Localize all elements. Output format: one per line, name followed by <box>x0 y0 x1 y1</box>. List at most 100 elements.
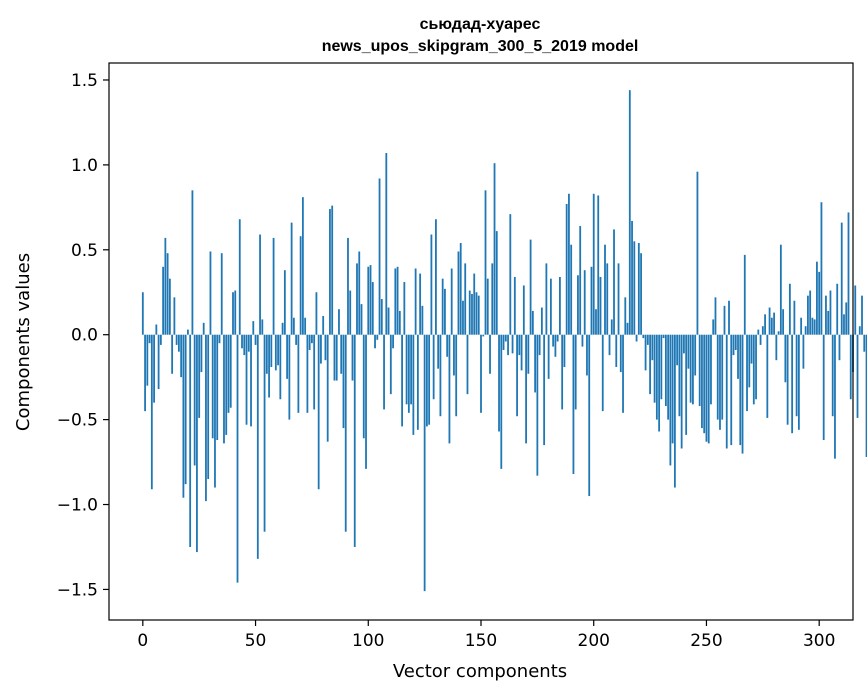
bar-12 <box>168 278 171 335</box>
bar-295 <box>807 295 809 335</box>
bar-135 <box>446 334 449 357</box>
plot-area-frame <box>108 62 854 621</box>
bar-208 <box>610 319 613 335</box>
bar-77 <box>315 292 318 335</box>
bar-160 <box>502 334 505 350</box>
bar-69 <box>297 334 300 413</box>
bar-98 <box>362 334 365 439</box>
bar-188 <box>565 203 568 335</box>
bar-261 <box>730 334 733 446</box>
bar-176 <box>538 334 541 356</box>
bar-167 <box>518 334 521 356</box>
bar-53 <box>261 319 264 335</box>
bar-187 <box>563 334 566 367</box>
bar-60 <box>277 334 279 366</box>
bar-267 <box>743 254 746 335</box>
bar-149 <box>477 295 480 335</box>
bar-254 <box>714 297 717 335</box>
bar-21 <box>189 334 192 547</box>
bar-96 <box>358 251 361 335</box>
bar-19 <box>184 334 187 485</box>
bar-262 <box>732 334 735 356</box>
bar-129 <box>432 334 435 400</box>
bar-64 <box>286 334 289 379</box>
bar-63 <box>283 270 286 335</box>
bar-109 <box>387 307 390 335</box>
bar-180 <box>547 334 550 379</box>
bar-215 <box>626 322 629 335</box>
bar-118 <box>407 334 410 413</box>
bar-16 <box>177 334 180 352</box>
bar-43 <box>238 219 241 335</box>
bar-82 <box>326 334 329 442</box>
bar-137 <box>450 268 453 335</box>
bar-79 <box>320 334 322 364</box>
bar-242 <box>687 334 690 369</box>
bar-309 <box>838 334 841 361</box>
bar-138 <box>453 334 455 376</box>
bar-108 <box>385 153 388 335</box>
bar-318 <box>858 326 861 335</box>
bar-97 <box>360 304 363 335</box>
bar-25 <box>198 334 201 418</box>
x-tick-label-5: 250 <box>690 631 722 651</box>
bar-88 <box>340 334 343 374</box>
bar-29 <box>207 334 210 480</box>
bar-34 <box>218 334 221 344</box>
bar-81 <box>324 334 327 361</box>
bar-151 <box>482 334 485 337</box>
bar-157 <box>495 231 498 335</box>
bar-169 <box>522 285 525 335</box>
bar-320 <box>863 334 866 352</box>
bar-205 <box>604 244 606 335</box>
bar-244 <box>692 334 694 405</box>
bar-214 <box>624 297 627 335</box>
bar-257 <box>721 334 724 420</box>
x-tick-label-6: 300 <box>803 631 835 651</box>
bar-152 <box>484 190 487 335</box>
bar-317 <box>856 334 859 418</box>
bar-132 <box>439 334 442 417</box>
bar-199 <box>590 266 593 335</box>
bar-0 <box>141 292 144 335</box>
bar-37 <box>225 334 228 435</box>
x-axis-ticks: 0 50 100 150 200 250 300 <box>137 620 835 651</box>
bar-311 <box>843 314 845 335</box>
y-tick-label-5: 1.0 <box>71 156 98 176</box>
bar-24 <box>196 334 198 553</box>
bar-78 <box>317 334 320 490</box>
bar-20 <box>187 329 189 335</box>
bar-134 <box>444 288 446 335</box>
x-tick-label-4: 200 <box>578 631 610 651</box>
y-tick-label-0: −1.5 <box>57 580 98 600</box>
bar-103 <box>374 334 376 349</box>
bar-227 <box>653 334 656 403</box>
bar-130 <box>435 219 437 335</box>
bar-185 <box>559 276 561 335</box>
bar-89 <box>342 334 345 429</box>
bar-230 <box>660 334 663 400</box>
bar-245 <box>694 334 697 376</box>
bar-236 <box>673 334 676 488</box>
bar-87 <box>338 309 340 335</box>
bar-255 <box>716 334 719 420</box>
bar-153 <box>486 278 489 335</box>
bar-175 <box>536 334 539 476</box>
bar-232 <box>664 334 667 407</box>
bar-26 <box>200 334 203 373</box>
bar-126 <box>425 334 428 427</box>
bar-120 <box>412 334 415 435</box>
bar-70 <box>299 236 302 335</box>
bar-197 <box>586 334 588 376</box>
bar-38 <box>227 334 230 413</box>
bar-141 <box>459 243 462 335</box>
bar-51 <box>256 334 259 559</box>
y-axis-ticks: −1.5 −1.0 −0.5 0.0 0.5 1.0 1.5 <box>57 71 109 600</box>
bar-55 <box>265 334 268 374</box>
bar-140 <box>457 251 460 335</box>
bar-174 <box>534 334 537 393</box>
bar-65 <box>288 334 291 420</box>
bar-67 <box>292 317 295 335</box>
bar-219 <box>635 334 638 342</box>
